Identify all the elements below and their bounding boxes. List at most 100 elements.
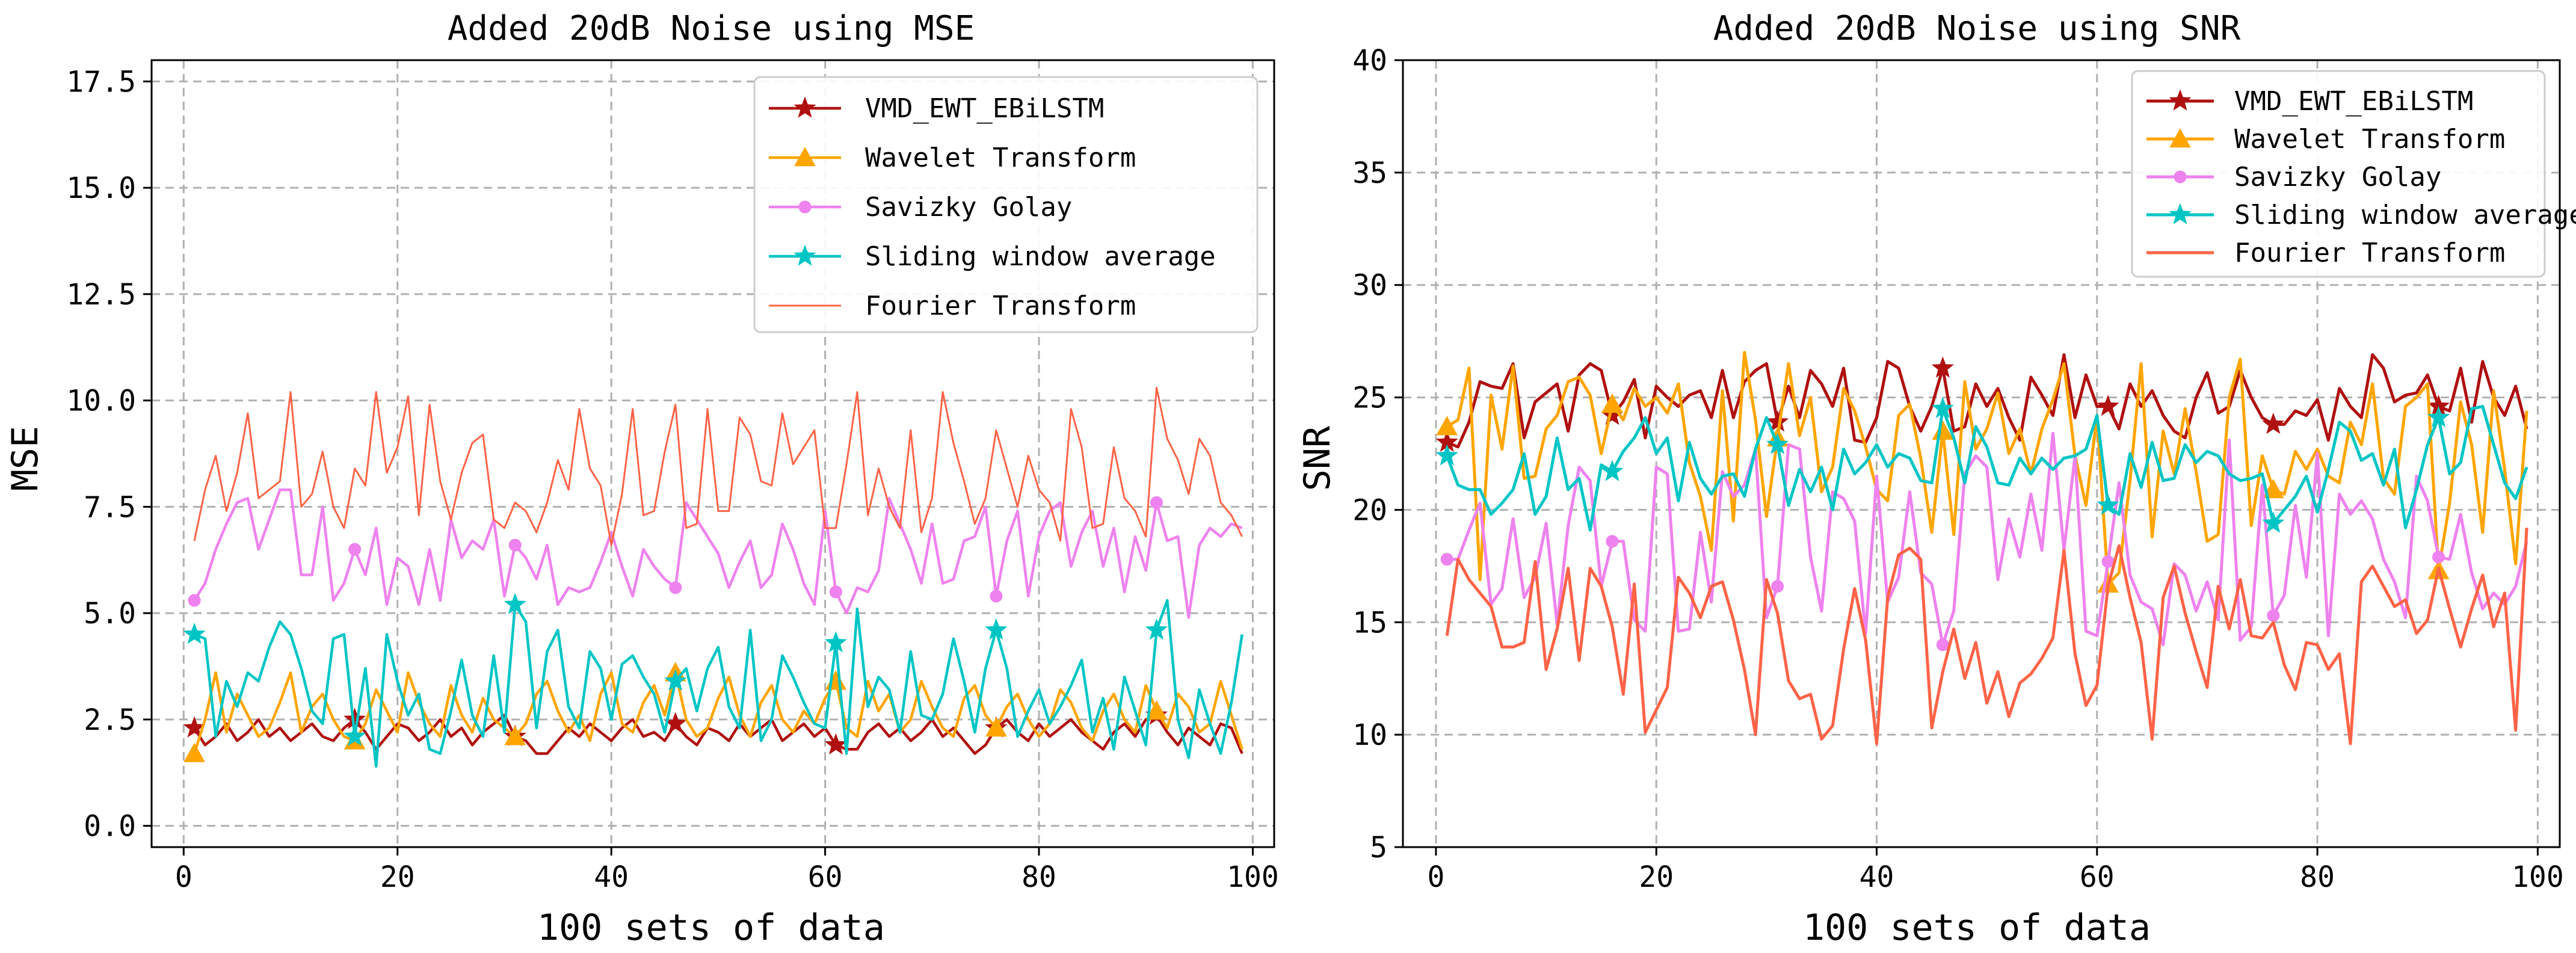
snr-marker-wavelet bbox=[1601, 393, 1623, 413]
mse-ticks: 0 20 40 60 80 100 0.0 2.5 5.0 7.5 10.0 12.5 15.0 17.5 bbox=[66, 65, 1278, 894]
snr-y-tick-label: 5 bbox=[1370, 831, 1387, 865]
snr-y-tick-label: 15 bbox=[1352, 606, 1387, 640]
snr-marker-savgol bbox=[1936, 638, 1949, 652]
snr-marker-sliding bbox=[1931, 396, 1954, 419]
mse-legend-marker bbox=[798, 200, 812, 214]
mse-legend-marker bbox=[793, 96, 816, 118]
mse-legend-entry: VMD_EWT_EBiLSTM bbox=[769, 93, 1104, 124]
snr-series-line-vmd bbox=[1446, 353, 2528, 449]
mse-series-line-sliding bbox=[194, 599, 1243, 768]
mse-x-tick-label: 40 bbox=[594, 860, 629, 894]
snr-marker-savgol bbox=[2101, 555, 2115, 568]
snr-y-tick-label: 20 bbox=[1352, 493, 1387, 527]
mse-x-tick-label: 100 bbox=[1227, 860, 1279, 894]
snr-legend-entry: Sliding window average bbox=[2146, 200, 2576, 230]
mse-grid bbox=[152, 60, 1274, 847]
mse-marker-savgol bbox=[508, 538, 522, 552]
mse-marker-savgol bbox=[1150, 496, 1163, 509]
mse-legend-label: VMD_EWT_EBiLSTM bbox=[865, 93, 1104, 124]
mse-chart-title: Added 20dB Noise using MSE bbox=[448, 9, 975, 48]
snr-legend-entry: Fourier Transform bbox=[2146, 238, 2505, 268]
mse-marker-vmd bbox=[344, 708, 366, 729]
snr-marker-vmd bbox=[2262, 412, 2285, 434]
mse-y-tick-label: 2.5 bbox=[84, 703, 136, 737]
mse-y-axis-label: MSE bbox=[4, 426, 46, 491]
snr-y-tick-label: 25 bbox=[1352, 381, 1387, 415]
snr-marker-vmd bbox=[1766, 410, 1789, 432]
mse-marker-sliding bbox=[183, 622, 206, 644]
snr-marker-vmd bbox=[1601, 403, 1624, 425]
mse-y-tick-label: 12.5 bbox=[66, 278, 136, 312]
mse-marker-sliding bbox=[985, 618, 1008, 640]
snr-marker-savgol bbox=[1771, 579, 1784, 593]
mse-legend-label: Wavelet Transform bbox=[865, 143, 1136, 173]
snr-x-tick-label: 0 bbox=[1427, 860, 1444, 894]
mse-x-axis-label: 100 sets of data bbox=[537, 907, 885, 949]
mse-y-tick-label: 10.0 bbox=[66, 384, 136, 418]
mse-marker-vmd bbox=[824, 733, 847, 755]
snr-marker-vmd bbox=[1435, 430, 1458, 452]
snr-legend-label: Fourier Transform bbox=[2234, 238, 2505, 268]
mse-series-sliding bbox=[183, 593, 1243, 768]
mse-series-line-fourier bbox=[193, 386, 1243, 546]
mse-legend-entry: Sliding window average bbox=[769, 241, 1216, 272]
snr-legend: VMD_EWT_EBiLSTM Wavelet Transform Savizky … bbox=[2131, 70, 2576, 278]
snr-legend-entry: Savizky Golay bbox=[2146, 162, 2441, 193]
snr-legend-label: Sliding window average bbox=[2234, 200, 2576, 230]
mse-marker-savgol bbox=[829, 585, 842, 599]
snr-marker-sliding bbox=[1766, 433, 1789, 454]
mse-x-tick-label: 0 bbox=[175, 860, 193, 894]
mse-marker-savgol bbox=[348, 543, 362, 556]
mse-x-tick-label: 20 bbox=[380, 860, 415, 894]
mse-marker-sliding bbox=[824, 631, 847, 653]
mse-legend-entry: Wavelet Transform bbox=[769, 143, 1136, 173]
mse-legend-marker bbox=[793, 244, 816, 266]
mse-y-tick-label: 7.5 bbox=[84, 490, 136, 524]
mse-series-line-savgol bbox=[193, 488, 1243, 619]
mse-series-savgol bbox=[188, 488, 1243, 619]
snr-series-line-sliding bbox=[1445, 405, 2528, 532]
snr-series-fourier bbox=[1445, 528, 2528, 745]
mse-legend-box bbox=[753, 76, 1259, 333]
mse-marker-vmd bbox=[664, 712, 687, 733]
snr-legend-marker bbox=[2169, 128, 2191, 148]
snr-marker-savgol bbox=[1606, 535, 1619, 548]
snr-marker-savgol bbox=[1440, 553, 1453, 566]
mse-marker-savgol bbox=[188, 594, 201, 607]
snr-chart: Added 20dB Noise using SNR 100 sets of d… bbox=[1296, 9, 2576, 949]
mse-y-tick-label: 0.0 bbox=[84, 810, 136, 844]
snr-marker-sliding bbox=[2262, 511, 2285, 533]
mse-marker-savgol bbox=[669, 581, 682, 594]
mse-series-group bbox=[183, 386, 1243, 768]
mse-marker-savgol bbox=[990, 590, 1003, 603]
snr-legend-marker bbox=[2169, 89, 2192, 111]
mse-legend-label: Sliding window average bbox=[865, 241, 1216, 272]
snr-y-tick-label: 30 bbox=[1352, 269, 1387, 303]
snr-marker-sliding bbox=[2427, 406, 2450, 427]
snr-legend-label: Wavelet Transform bbox=[2234, 124, 2505, 155]
snr-legend-box bbox=[2131, 70, 2546, 278]
mse-marker-vmd bbox=[183, 716, 206, 738]
snr-series-line-savgol bbox=[1447, 431, 2528, 647]
snr-legend-label: Savizky Golay bbox=[2234, 162, 2441, 193]
snr-y-tick-label: 35 bbox=[1352, 156, 1387, 190]
snr-legend-marker bbox=[2169, 203, 2192, 224]
mse-legend: VMD_EWT_EBiLSTM Wavelet Transform Savizky … bbox=[753, 76, 1259, 333]
snr-x-axis-label: 100 sets of data bbox=[1803, 907, 2151, 949]
snr-marker-sliding bbox=[1435, 444, 1458, 466]
mse-marker-wavelet bbox=[985, 717, 1007, 737]
snr-marker-vmd bbox=[2097, 395, 2119, 416]
mse-marker-sliding bbox=[344, 724, 366, 746]
mse-legend-entry: Savizky Golay bbox=[769, 192, 1072, 223]
snr-marker-savgol bbox=[2432, 551, 2445, 564]
mse-chart: Added 20dB Noise using MSE 100 sets of d… bbox=[4, 9, 1279, 949]
snr-plot-frame bbox=[1402, 59, 2561, 848]
snr-marker-sliding bbox=[2097, 493, 2119, 515]
snr-chart-title: Added 20dB Noise using SNR bbox=[1713, 9, 2241, 48]
snr-series-line-wavelet bbox=[1446, 351, 2528, 586]
snr-x-tick-label: 20 bbox=[1639, 860, 1674, 894]
mse-legend-entry: Fourier Transform bbox=[769, 291, 1136, 321]
snr-x-tick-label: 60 bbox=[2080, 860, 2115, 894]
mse-legend-label: Fourier Transform bbox=[865, 291, 1136, 321]
